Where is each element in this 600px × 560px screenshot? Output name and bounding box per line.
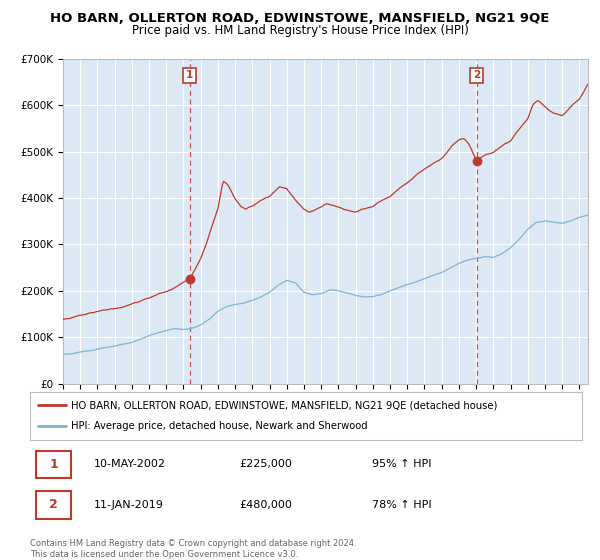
Text: Price paid vs. HM Land Registry's House Price Index (HPI): Price paid vs. HM Land Registry's House … xyxy=(131,24,469,36)
Text: 78% ↑ HPI: 78% ↑ HPI xyxy=(372,500,432,510)
Text: 1: 1 xyxy=(186,70,193,80)
Text: Contains HM Land Registry data © Crown copyright and database right 2024.
This d: Contains HM Land Registry data © Crown c… xyxy=(30,539,356,559)
Text: 2: 2 xyxy=(473,70,480,80)
Text: £480,000: £480,000 xyxy=(240,500,293,510)
Bar xyxy=(35,491,71,519)
Text: HO BARN, OLLERTON ROAD, EDWINSTOWE, MANSFIELD, NG21 9QE (detached house): HO BARN, OLLERTON ROAD, EDWINSTOWE, MANS… xyxy=(71,400,498,410)
Text: 10-MAY-2002: 10-MAY-2002 xyxy=(94,459,166,469)
Text: 2: 2 xyxy=(49,498,58,511)
Text: 11-JAN-2019: 11-JAN-2019 xyxy=(94,500,163,510)
Text: £225,000: £225,000 xyxy=(240,459,293,469)
Text: HPI: Average price, detached house, Newark and Sherwood: HPI: Average price, detached house, Newa… xyxy=(71,421,368,431)
Bar xyxy=(35,451,71,478)
Text: HO BARN, OLLERTON ROAD, EDWINSTOWE, MANSFIELD, NG21 9QE: HO BARN, OLLERTON ROAD, EDWINSTOWE, MANS… xyxy=(50,12,550,25)
Text: 95% ↑ HPI: 95% ↑ HPI xyxy=(372,459,432,469)
Text: 1: 1 xyxy=(49,458,58,471)
